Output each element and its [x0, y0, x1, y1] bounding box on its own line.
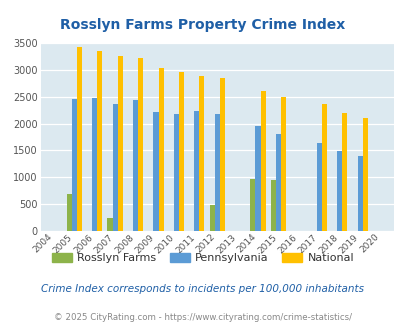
Bar [194, 111, 199, 231]
Bar [316, 144, 321, 231]
Bar [117, 56, 122, 231]
Bar [138, 58, 143, 231]
Bar [260, 91, 265, 231]
Text: © 2025 CityRating.com - https://www.cityrating.com/crime-statistics/: © 2025 CityRating.com - https://www.city… [54, 313, 351, 322]
Bar [179, 73, 183, 231]
Bar [112, 104, 117, 231]
Bar [280, 97, 286, 231]
Bar [66, 194, 72, 231]
Bar [270, 181, 275, 231]
Text: Rosslyn Farms Property Crime Index: Rosslyn Farms Property Crime Index [60, 18, 345, 32]
Bar [199, 76, 204, 231]
Bar [92, 98, 97, 231]
Text: Crime Index corresponds to incidents per 100,000 inhabitants: Crime Index corresponds to incidents per… [41, 284, 364, 294]
Bar [219, 78, 224, 231]
Bar [77, 47, 82, 231]
Bar [357, 156, 362, 231]
Bar [362, 117, 367, 231]
Bar [275, 134, 280, 231]
Bar [250, 179, 255, 231]
Bar [133, 100, 138, 231]
Bar [72, 99, 77, 231]
Bar [153, 112, 158, 231]
Bar [321, 104, 326, 231]
Legend: Rosslyn Farms, Pennsylvania, National: Rosslyn Farms, Pennsylvania, National [47, 248, 358, 268]
Bar [158, 68, 163, 231]
Bar [336, 151, 341, 231]
Bar [97, 51, 102, 231]
Bar [341, 113, 347, 231]
Bar [173, 114, 179, 231]
Bar [214, 115, 219, 231]
Bar [209, 205, 214, 231]
Bar [107, 217, 112, 231]
Bar [255, 126, 260, 231]
